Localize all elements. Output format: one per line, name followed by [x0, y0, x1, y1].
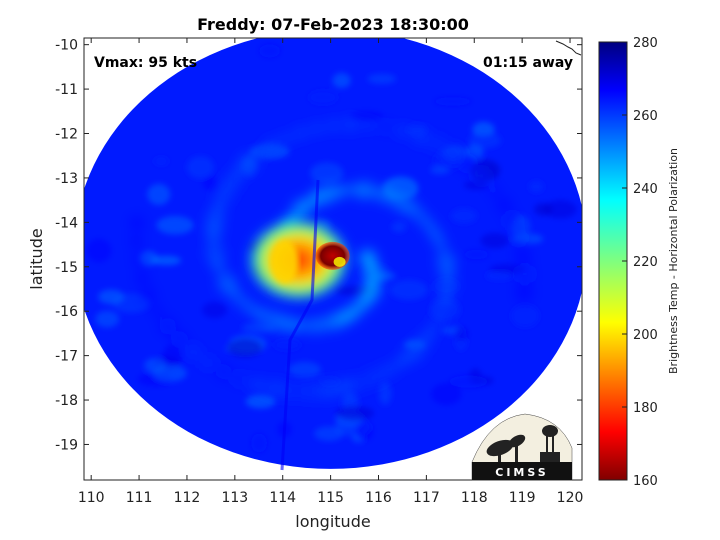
x-axis-ticks: 110 111 112 113 114 115 116 117 118 119 120 [78, 38, 584, 506]
x-axis-label: longitude [295, 512, 370, 531]
x-tick-label: 113 [221, 490, 248, 506]
colorbar-label: Brightness Temp - Horizontal Polarizatio… [667, 148, 680, 374]
y-axis-label: latitude [27, 228, 46, 289]
y-tick-label: -12 [55, 127, 78, 143]
x-tick-label: 111 [126, 490, 153, 506]
y-tick-label: -17 [55, 349, 78, 365]
microwave-swath [84, 38, 582, 471]
colorbar-tick-label: 220 [633, 255, 658, 270]
storm-core [315, 241, 350, 270]
x-tick-label: 115 [317, 490, 344, 506]
x-tick-label: 120 [557, 490, 584, 506]
plot-frame [83, 37, 583, 481]
storm-eye [333, 256, 346, 267]
cimss-logo: CIMSS [471, 413, 573, 481]
time-offset-annotation: 01:15 away [483, 55, 573, 71]
y-axis-ticks: -10 -11 -12 -13 -14 -15 -16 -17 -18 -19 [55, 38, 582, 453]
y-tick-label: -19 [55, 437, 78, 453]
y-tick-label: -10 [55, 38, 78, 54]
colorbar-tick-label: 200 [633, 328, 658, 343]
logo-text: CIMSS [495, 466, 548, 479]
colorbar-tick-label: 280 [633, 36, 658, 51]
chart-title: Freddy: 07-Feb-2023 18:30:00 [197, 15, 469, 34]
x-tick-label: 119 [509, 490, 536, 506]
rain-bands [129, 117, 534, 402]
x-tick-label: 116 [365, 490, 392, 506]
eyewall [246, 217, 351, 302]
x-tick-label: 112 [174, 490, 201, 506]
colorbar-tick-label: 180 [633, 401, 658, 416]
y-tick-label: -15 [55, 260, 78, 276]
y-tick-label: -16 [55, 304, 78, 320]
colorbar-tick-label: 160 [633, 474, 658, 489]
vmax-annotation: Vmax: 95 kts [94, 55, 197, 71]
colorbar-tick-label: 240 [633, 182, 658, 197]
y-tick-label: -18 [55, 393, 78, 409]
x-tick-label: 110 [78, 490, 105, 506]
y-tick-label: -11 [55, 82, 78, 98]
eyewall-west [270, 239, 299, 284]
swath-seam [280, 179, 320, 471]
x-tick-label: 114 [269, 490, 296, 506]
x-tick-label: 117 [413, 490, 440, 506]
x-tick-label: 118 [461, 490, 488, 506]
y-tick-label: -14 [55, 215, 78, 231]
colorbar-tick-label: 260 [633, 109, 658, 124]
coastline [555, 40, 582, 56]
colorbar-ticks: 280 260 240 220 200 180 160 [622, 36, 658, 489]
y-tick-label: -13 [55, 171, 78, 187]
